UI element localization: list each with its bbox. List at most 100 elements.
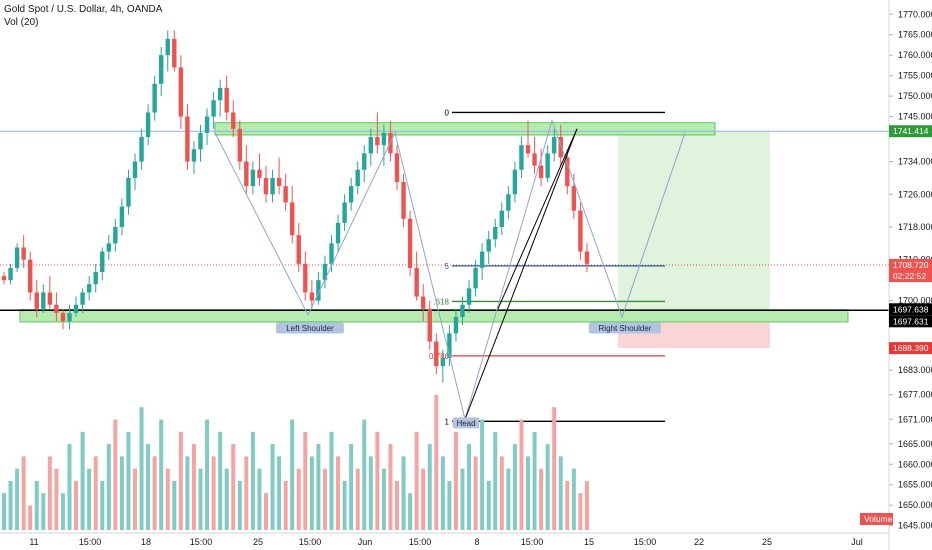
- volume-bar: [211, 456, 216, 530]
- volume-bar: [133, 468, 137, 530]
- pattern-label: Left Shoulder: [286, 324, 334, 333]
- volume-bar: [178, 431, 183, 530]
- neckline-tag-2-bg: [889, 315, 932, 328]
- y-tick-label: 1755.000: [898, 71, 932, 81]
- volume-bar: [60, 493, 65, 530]
- volume-bar: [191, 444, 196, 530]
- candle-body: [512, 169, 518, 195]
- x-tick-label: 11: [29, 537, 38, 547]
- y-tick-label: 1734.000: [898, 157, 932, 167]
- candle-body: [473, 267, 478, 289]
- candle-body: [250, 169, 256, 187]
- volume-bar: [342, 480, 347, 530]
- y-tick-label: 1671.000: [898, 414, 932, 424]
- volume-bar: [146, 444, 151, 530]
- volume-bar: [264, 493, 268, 530]
- volume-bar: [401, 456, 406, 530]
- volume-bar: [309, 456, 314, 530]
- volume-bar: [74, 480, 79, 530]
- candle-body: [8, 267, 13, 281]
- stop-price-tag-bg: [889, 342, 932, 355]
- candle-body: [159, 55, 164, 84]
- volume-bar: [296, 468, 301, 530]
- y-tick-label: 1645.000: [898, 521, 932, 531]
- candle-body: [100, 251, 105, 272]
- volume-bar: [257, 468, 262, 530]
- volume-bar: [15, 468, 20, 530]
- y-tick-label: 1760.000: [898, 50, 932, 60]
- candle-body: [499, 210, 504, 227]
- volume-bar: [467, 444, 472, 530]
- target-price-tag: 1741.414: [893, 126, 929, 136]
- candle-body: [460, 304, 465, 317]
- candle-body: [296, 235, 301, 264]
- candle-body: [270, 177, 275, 195]
- candle-body: [440, 357, 446, 367]
- x-tick-label: 15:00: [79, 537, 102, 547]
- candle-body: [145, 112, 151, 137]
- volume-bar: [480, 419, 485, 530]
- volume-bar: [499, 456, 504, 530]
- candle-body: [290, 202, 295, 236]
- candle-body: [552, 137, 557, 154]
- x-tick-label: 22: [694, 537, 704, 547]
- candle-body: [525, 145, 531, 154]
- fib-label-0: 0: [445, 108, 450, 117]
- volume-bar: [440, 456, 445, 530]
- candle-body: [21, 247, 26, 260]
- volume-bar: [486, 480, 491, 530]
- volume-bar: [552, 407, 557, 530]
- volume-bar: [493, 431, 498, 530]
- candle-body: [204, 116, 210, 133]
- candle-body: [362, 153, 367, 170]
- y-tick-label: 1677.000: [898, 390, 932, 400]
- candle-body: [93, 272, 98, 285]
- x-tick-label: 15:00: [299, 537, 322, 547]
- candle-body: [466, 288, 472, 305]
- candle-body: [532, 153, 537, 166]
- stop-price-tag: 1688.390: [893, 343, 929, 353]
- x-tick-label: 25: [253, 537, 263, 547]
- pattern-label: Right Shoulder: [599, 324, 652, 333]
- candle-body: [231, 112, 236, 129]
- candle-body: [309, 292, 315, 301]
- current-price-tag: 1708.720: [893, 260, 929, 270]
- candle-body: [60, 312, 66, 322]
- y-tick-label: 1660.000: [898, 459, 932, 469]
- candle-body: [165, 38, 170, 56]
- volume-bar: [80, 431, 85, 530]
- volume-bar: [47, 456, 52, 530]
- candle-body: [335, 222, 341, 244]
- volume-bar: [165, 468, 170, 530]
- volume-bar: [506, 468, 511, 530]
- volume-bar: [368, 456, 373, 530]
- candle-body: [486, 239, 491, 252]
- candle-body: [506, 194, 511, 211]
- volume-bar: [532, 431, 537, 530]
- candle-body: [47, 292, 53, 305]
- volume-bar: [571, 468, 576, 530]
- x-tick-label: 15:00: [409, 537, 432, 547]
- fib-label-3: 0.786: [429, 352, 450, 361]
- candle-body: [1, 276, 7, 281]
- volume-bar: [152, 456, 157, 530]
- candle-body: [139, 137, 144, 162]
- volume-bar: [270, 444, 275, 530]
- volume-bar: [205, 419, 210, 530]
- volume-bar: [388, 444, 393, 530]
- trend-line: [464, 128, 578, 420]
- x-tick-label: 8: [474, 537, 479, 547]
- volume-bar: [218, 431, 223, 530]
- pattern-label-bg: [452, 417, 480, 429]
- volume-bar: [453, 431, 458, 530]
- volume-bar: [584, 480, 589, 530]
- volume-bar: [558, 456, 563, 530]
- volume-bar: [113, 419, 118, 530]
- candle-body: [571, 186, 577, 211]
- countdown-tag: 02:22:52: [893, 271, 926, 281]
- candle-body: [106, 243, 111, 252]
- volume-bar: [67, 444, 72, 530]
- neckline-tag-1: 1697.638: [893, 304, 929, 314]
- volume-bar: [198, 468, 203, 530]
